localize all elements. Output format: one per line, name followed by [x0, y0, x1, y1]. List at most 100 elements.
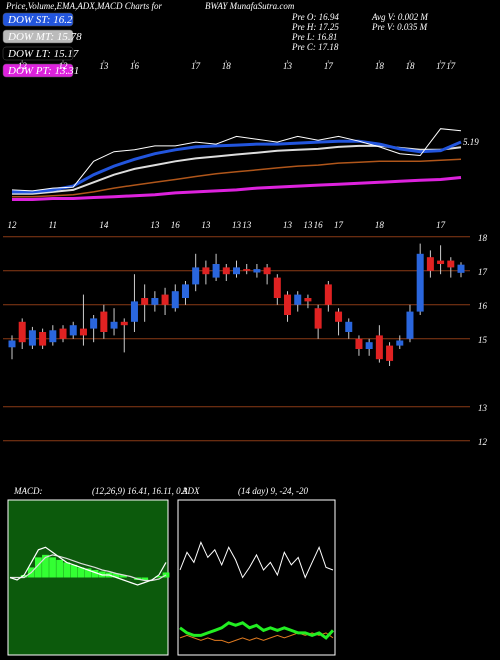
histogram-bar — [91, 569, 99, 578]
series-line — [12, 158, 462, 198]
x-tick-label: 16 — [314, 220, 324, 230]
x-tick-label: 13 — [303, 220, 313, 230]
x-tick-label: 11 — [49, 220, 57, 230]
x-tick-label: 13 — [99, 61, 109, 71]
candle-body — [284, 294, 292, 315]
x-tick-label: 13 — [150, 220, 160, 230]
histogram-bar — [49, 557, 56, 578]
candle-body — [8, 340, 16, 348]
x-tick-label: 18 — [405, 61, 415, 71]
candle-body — [39, 332, 47, 346]
x-tick-label: 13 — [201, 220, 211, 230]
series-line — [12, 139, 462, 194]
candle-body — [171, 291, 179, 309]
histogram-bar — [84, 568, 92, 578]
candle-body — [202, 267, 210, 275]
candle-body — [79, 328, 87, 336]
series-line — [179, 540, 334, 579]
info-text: Pre O: 16.94 — [291, 12, 339, 22]
legend-label: DOW PT: 13.31 — [7, 65, 79, 77]
legend-box — [2, 46, 74, 61]
x-tick-label: 16 — [130, 61, 140, 71]
x-tick-label: 17 — [436, 220, 446, 230]
x-tick-label: 17 — [446, 61, 456, 71]
candle-body — [192, 267, 200, 285]
y-tick-label: 15 — [478, 335, 488, 345]
info-text: Avg V: 0.002 M — [371, 12, 428, 22]
candle-body — [151, 298, 159, 305]
candle-body — [18, 321, 26, 343]
x-tick-label: 13 — [283, 220, 293, 230]
candle-body — [426, 257, 434, 271]
histogram-bar — [70, 564, 78, 578]
x-tick-label: 13 — [242, 220, 252, 230]
info-text: Pre C: 17.18 — [291, 42, 339, 52]
info-text: Pre H: 17.25 — [291, 22, 339, 32]
legend-label: DOW MT: 15.78 — [7, 31, 82, 43]
candle-body — [396, 340, 404, 346]
y-tick-label: 16 — [478, 301, 488, 311]
candle-body — [181, 284, 189, 298]
candle-body — [130, 301, 138, 322]
candle-body — [253, 269, 261, 273]
histogram-bar — [34, 557, 42, 578]
legend-label: DOW ST: 16.2 — [7, 14, 73, 26]
candle-body — [212, 264, 220, 278]
candle-body — [49, 330, 57, 343]
legend-box — [2, 12, 74, 27]
adx-panel — [177, 499, 336, 656]
legend-label: DOW LT: 15.17 — [7, 48, 79, 60]
x-tick-label: 14 — [99, 220, 109, 230]
candle-body — [386, 345, 394, 361]
y-tick-label: 17 — [478, 267, 488, 277]
histogram-bar — [162, 572, 170, 578]
series-line — [10, 554, 167, 582]
candle-body — [120, 321, 128, 326]
candle-body — [437, 260, 445, 264]
histogram-bar — [120, 574, 127, 578]
candle-body — [59, 328, 67, 339]
x-tick-label: 13 — [283, 61, 293, 71]
legend-box — [2, 29, 74, 44]
y-tick-label: 13 — [478, 403, 488, 413]
candle-body — [100, 311, 108, 332]
candle-body — [335, 311, 343, 322]
x-tick-label: 13 — [232, 220, 242, 230]
candle-body — [273, 277, 281, 298]
candle-body — [457, 264, 465, 273]
candle-body — [110, 321, 118, 329]
candle-body — [375, 335, 383, 360]
macd-label: MACD: — [13, 486, 43, 496]
x-tick-label: 18 — [375, 61, 385, 71]
candle-body — [243, 269, 251, 271]
y-tick-label: 18 — [478, 233, 488, 243]
x-tick-label: 17 — [334, 220, 344, 230]
page-title: Price,Volume,EMA,ADX,MACD Charts for — [5, 1, 162, 11]
x-tick-label: 12 — [59, 61, 69, 71]
x-tick-label: 17 — [191, 61, 201, 71]
series-line — [179, 621, 335, 640]
y-tick-label: 12 — [478, 437, 488, 447]
histogram-bar — [77, 567, 85, 578]
candle-body — [447, 260, 455, 268]
histogram-bar — [20, 574, 28, 578]
info-text: Pre V: 0.035 M — [371, 22, 428, 32]
x-tick-label: 12 — [18, 61, 28, 71]
candle-body — [233, 267, 240, 275]
x-tick-label: 16 — [171, 220, 181, 230]
candle-body — [304, 298, 312, 302]
candle-body — [161, 294, 169, 305]
candle-body — [355, 338, 363, 349]
adx-params: (14 day) 9, -24, -20 — [238, 486, 308, 496]
legend-box — [2, 63, 74, 78]
series-line — [9, 546, 167, 586]
series-line — [11, 128, 462, 192]
candle-body — [263, 267, 271, 275]
histogram-bar — [42, 554, 49, 578]
adx-label: ADX — [181, 486, 200, 496]
candle-body — [90, 318, 98, 329]
x-tick-label: 12 — [8, 220, 18, 230]
candle-body — [69, 325, 77, 336]
